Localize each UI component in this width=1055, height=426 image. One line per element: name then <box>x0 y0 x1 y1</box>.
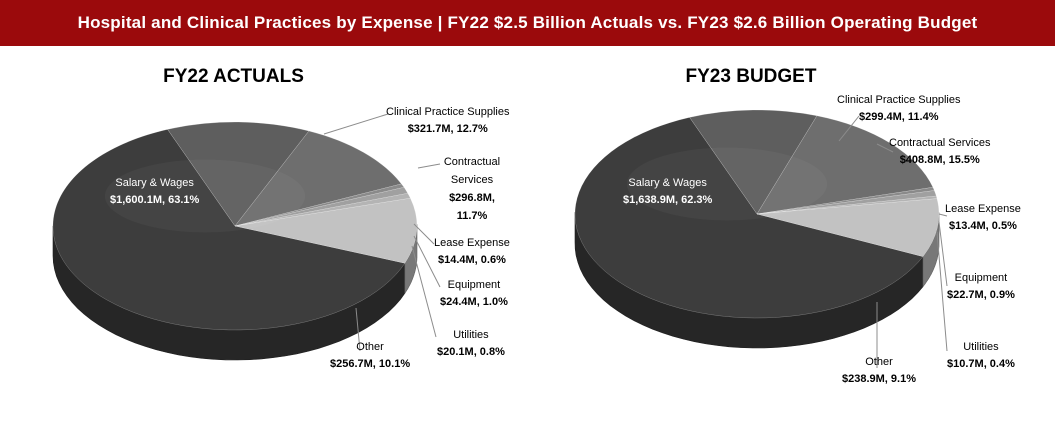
leader-line-equipment <box>938 221 948 287</box>
pie-slice-salary <box>574 117 924 319</box>
slice-name: Lease Expense <box>945 203 1021 215</box>
slice-label-utilities: Utilities $20.1M, 0.8% <box>437 327 505 361</box>
leader-line-lease <box>938 213 948 217</box>
pie-slice-lease <box>234 183 405 227</box>
slice-name: Clinical Practice Supplies <box>386 106 510 118</box>
slice-name: Equipment <box>954 272 1008 284</box>
pie-slice-equipment <box>756 190 937 215</box>
slice-value: $299.4M, 11.4% <box>858 111 939 123</box>
pie-highlight <box>626 147 828 221</box>
pie-side-other <box>922 212 940 288</box>
slice-value: $24.4M, 1.0% <box>440 296 508 308</box>
slice-label-equipment: Equipment $24.4M, 1.0% <box>440 277 508 311</box>
slice-value: $13.4M, 0.5% <box>948 220 1017 232</box>
slice-label-lease: Lease Expense $13.4M, 0.5% <box>945 201 1021 235</box>
slice-label-lease: Lease Expense $14.4M, 0.6% <box>434 235 510 269</box>
slice-value: $256.7M, 10.1% <box>330 358 411 370</box>
pie-slice-utilities <box>756 195 938 215</box>
slice-value: $1,638.9M, 62.3% <box>623 194 713 206</box>
pie-slice-other <box>234 197 418 264</box>
slice-name: Contractual Services <box>443 156 501 186</box>
slice-label-other: Other $238.9M, 9.1% <box>842 354 916 388</box>
slice-label-salary: Salary & Wages $1,600.1M, 63.1% <box>110 175 199 209</box>
pie-chart-fy22 <box>52 113 441 361</box>
pie-chart-fy23 <box>574 109 948 368</box>
leader-line-clinical <box>323 113 389 135</box>
slice-name: Clinical Practice Supplies <box>837 94 961 106</box>
pie-slice-equipment <box>234 187 409 227</box>
leader-line-utilities <box>936 231 948 352</box>
pie-slice-clinical <box>689 109 818 215</box>
slice-name: Equipment <box>447 279 501 291</box>
slice-label-utilities: Utilities $10.7M, 0.4% <box>947 339 1015 373</box>
slice-name: Other <box>865 356 893 368</box>
leader-line-other <box>355 307 361 352</box>
chart-title: FY23 BUDGET <box>685 66 817 87</box>
slice-label-equipment: Equipment $22.7M, 0.9% <box>947 270 1015 304</box>
slice-value: $321.7M, 12.7% <box>407 123 488 135</box>
slice-value: $408.8M, 15.5% <box>899 154 980 166</box>
chart-panel-fy22: FY22 ACTUALS Salary & Wages $1,600.1M, 6… <box>0 46 527 426</box>
slice-name: Salary & Wages <box>628 177 707 189</box>
slice-label-contractual: Contractual Services $296.8M, 11.7% <box>440 153 504 225</box>
slice-value: $14.4M, 0.6% <box>437 254 506 266</box>
banner-title: Hospital and Clinical Practices by Expen… <box>0 0 1055 46</box>
leader-line-utilities <box>411 245 437 338</box>
pie-highlight <box>104 159 306 233</box>
pie-slice-salary <box>52 129 406 331</box>
slice-name: Contractual Services <box>889 137 991 149</box>
chart-panel-fy23: FY23 BUDGET Salary & Wages $1,638.9M, 62… <box>527 46 1055 426</box>
leader-line-equipment <box>413 235 441 288</box>
slice-name: Utilities <box>963 341 999 353</box>
slice-value: $296.8M, 11.7% <box>449 192 495 222</box>
slice-label-salary: Salary & Wages $1,638.9M, 62.3% <box>623 175 712 209</box>
chart-title: FY22 ACTUALS <box>163 66 304 87</box>
slice-label-clinical: Clinical Practice Supplies $299.4M, 11.4… <box>837 92 961 126</box>
slice-value: $20.1M, 0.8% <box>437 346 505 358</box>
slice-value: $10.7M, 0.4% <box>947 358 1015 370</box>
slice-name: Salary & Wages <box>115 177 194 189</box>
leader-line-contractual <box>876 143 894 153</box>
pie-slice-utilities <box>234 193 411 227</box>
slice-value: $22.7M, 0.9% <box>947 289 1015 301</box>
pie-slice-other <box>756 198 940 257</box>
slice-value: $1,600.1M, 63.1% <box>110 194 200 206</box>
slice-label-clinical: Clinical Practice Supplies $321.7M, 12.7… <box>386 104 510 138</box>
pie-slice-clinical <box>167 121 310 227</box>
pie-slice-contractual <box>234 130 402 227</box>
leader-line-contractual <box>417 163 441 169</box>
slice-name: Utilities <box>453 329 489 341</box>
slice-value: $238.9M, 9.1% <box>842 373 916 385</box>
pie-slice-lease <box>756 187 935 215</box>
slice-label-other: Other $256.7M, 10.1% <box>330 339 410 373</box>
slice-name: Other <box>356 341 384 353</box>
pie-slice-contractual <box>756 115 934 215</box>
leader-line-lease <box>413 223 435 245</box>
slice-name: Lease Expense <box>434 237 510 249</box>
leader-line-clinical <box>838 115 860 142</box>
pie-side-other <box>404 224 418 295</box>
slice-label-contractual: Contractual Services $408.8M, 15.5% <box>889 135 991 169</box>
